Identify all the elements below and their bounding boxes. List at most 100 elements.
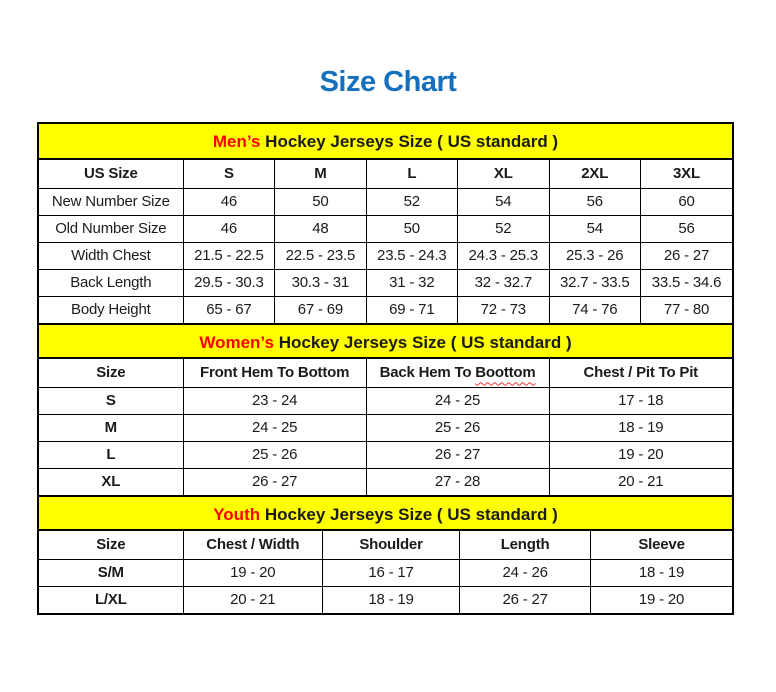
data-cell: 30.3 - 31 bbox=[274, 268, 367, 297]
section-header-youth-highlight: Youth bbox=[213, 505, 261, 524]
row-label-cell: L/XL bbox=[39, 585, 184, 613]
row-label-cell: Width Chest bbox=[39, 241, 184, 270]
row-label-cell: S bbox=[39, 386, 184, 415]
data-cell: 32.7 - 33.5 bbox=[548, 268, 641, 297]
data-cell: 74 - 76 bbox=[548, 295, 641, 323]
column-header-cell: Chest / Pit To Pit bbox=[548, 359, 732, 388]
section-header-mens: Men’s Hockey Jerseys Size ( US standard … bbox=[39, 124, 732, 160]
data-cell: 65 - 67 bbox=[182, 295, 276, 323]
column-header-text: Back Hem To bbox=[379, 364, 472, 382]
table-row: New Number Size 46 50 52 54 56 60 bbox=[39, 187, 732, 216]
data-cell: 50 bbox=[365, 214, 459, 243]
data-cell: 24 - 25 bbox=[365, 386, 550, 415]
table-row: Body Height 65 - 67 67 - 69 69 - 71 72 -… bbox=[39, 295, 732, 323]
column-header-cell: Length bbox=[459, 531, 592, 560]
row-label-cell: M bbox=[39, 413, 184, 442]
data-cell: 18 - 19 bbox=[548, 413, 732, 442]
column-header-cell: Front Hem To Bottom bbox=[182, 359, 367, 388]
womens-size-table: Size Front Hem To Bottom Back Hem To Boo… bbox=[39, 359, 732, 495]
column-header-cell: Back Hem To Boottom bbox=[365, 359, 550, 388]
data-cell: 56 bbox=[639, 214, 732, 243]
data-cell: 52 bbox=[365, 187, 459, 216]
table-row: L 25 - 26 26 - 27 19 - 20 bbox=[39, 440, 732, 469]
data-cell: 46 bbox=[182, 214, 276, 243]
section-header-mens-rest: Hockey Jerseys Size ( US standard ) bbox=[265, 132, 559, 151]
table-row: M 24 - 25 25 - 26 18 - 19 bbox=[39, 413, 732, 442]
data-cell: 16 - 17 bbox=[321, 558, 461, 587]
column-header-cell: XL bbox=[457, 160, 550, 189]
row-label-cell: Back Length bbox=[39, 268, 184, 297]
column-header-cell: Size bbox=[39, 359, 184, 388]
data-cell: 27 - 28 bbox=[365, 467, 550, 495]
data-cell: 26 - 27 bbox=[365, 440, 550, 469]
data-cell: 67 - 69 bbox=[274, 295, 367, 323]
data-cell: 26 - 27 bbox=[459, 585, 592, 613]
data-cell: 23 - 24 bbox=[182, 386, 367, 415]
section-header-youth-rest: Hockey Jerseys Size ( US standard ) bbox=[264, 505, 558, 524]
table-row: S 23 - 24 24 - 25 17 - 18 bbox=[39, 386, 732, 415]
data-cell: 48 bbox=[274, 214, 367, 243]
data-cell: 24.3 - 25.3 bbox=[457, 241, 550, 270]
data-cell: 24 - 25 bbox=[182, 413, 367, 442]
row-label-cell: L bbox=[39, 440, 184, 469]
data-cell: 54 bbox=[548, 214, 641, 243]
column-header-cell: 3XL bbox=[639, 160, 732, 189]
data-cell: 18 - 19 bbox=[321, 585, 461, 613]
data-cell: 52 bbox=[457, 214, 550, 243]
row-label-cell: XL bbox=[39, 467, 184, 495]
row-label-cell: S/M bbox=[39, 558, 184, 587]
data-cell: 29.5 - 30.3 bbox=[182, 268, 276, 297]
column-header-cell: S bbox=[182, 160, 276, 189]
mens-size-table: US Size S M L XL 2XL 3XL New Number Size… bbox=[39, 160, 732, 323]
column-header-cell: Size bbox=[39, 531, 184, 560]
data-cell: 54 bbox=[457, 187, 550, 216]
table-row: Back Length 29.5 - 30.3 30.3 - 31 31 - 3… bbox=[39, 268, 732, 297]
data-cell: 20 - 21 bbox=[548, 467, 732, 495]
table-row: L/XL 20 - 21 18 - 19 26 - 27 19 - 20 bbox=[39, 585, 732, 613]
data-cell: 17 - 18 bbox=[548, 386, 732, 415]
column-header-cell: Chest / Width bbox=[182, 531, 323, 560]
data-cell: 21.5 - 22.5 bbox=[182, 241, 276, 270]
row-label-cell: Old Number Size bbox=[39, 214, 184, 243]
column-header-cell: US Size bbox=[39, 160, 184, 189]
data-cell: 26 - 27 bbox=[182, 467, 367, 495]
column-header-cell: 2XL bbox=[548, 160, 641, 189]
data-cell: 69 - 71 bbox=[365, 295, 459, 323]
data-cell: 25.3 - 26 bbox=[548, 241, 641, 270]
table-row: XL 26 - 27 27 - 28 20 - 21 bbox=[39, 467, 732, 495]
column-header-cell: Sleeve bbox=[590, 531, 732, 560]
page-title: Size Chart bbox=[319, 66, 457, 98]
youth-size-table: Size Chest / Width Shoulder Length Sleev… bbox=[39, 531, 732, 613]
table-row: Old Number Size 46 48 50 52 54 56 bbox=[39, 214, 732, 243]
misspelled-word-underline: Boottom bbox=[475, 364, 536, 382]
data-cell: 33.5 - 34.6 bbox=[639, 268, 732, 297]
row-label-cell: New Number Size bbox=[39, 187, 184, 216]
data-cell: 72 - 73 bbox=[457, 295, 550, 323]
section-header-youth: Youth Hockey Jerseys Size ( US standard … bbox=[39, 495, 732, 531]
data-cell: 60 bbox=[639, 187, 732, 216]
data-cell: 31 - 32 bbox=[365, 268, 459, 297]
data-cell: 77 - 80 bbox=[639, 295, 732, 323]
table-row: S/M 19 - 20 16 - 17 24 - 26 18 - 19 bbox=[39, 558, 732, 587]
data-cell: 25 - 26 bbox=[365, 413, 550, 442]
data-cell: 50 bbox=[274, 187, 367, 216]
section-header-womens-rest: Hockey Jerseys Size ( US standard ) bbox=[278, 333, 572, 352]
data-cell: 19 - 20 bbox=[590, 585, 732, 613]
data-cell: 23.5 - 24.3 bbox=[365, 241, 459, 270]
data-cell: 32 - 32.7 bbox=[457, 268, 550, 297]
table-row: Width Chest 21.5 - 22.5 22.5 - 23.5 23.5… bbox=[39, 241, 732, 270]
data-cell: 24 - 26 bbox=[459, 558, 592, 587]
youth-header-row: Size Chest / Width Shoulder Length Sleev… bbox=[39, 531, 732, 560]
section-header-womens: Women’s Hockey Jerseys Size ( US standar… bbox=[39, 323, 732, 359]
section-header-mens-highlight: Men’s bbox=[212, 132, 261, 151]
data-cell: 19 - 20 bbox=[182, 558, 323, 587]
data-cell: 56 bbox=[548, 187, 641, 216]
data-cell: 22.5 - 23.5 bbox=[274, 241, 367, 270]
data-cell: 20 - 21 bbox=[182, 585, 323, 613]
column-header-cell: M bbox=[274, 160, 367, 189]
row-label-cell: Body Height bbox=[39, 295, 184, 323]
data-cell: 18 - 19 bbox=[590, 558, 732, 587]
data-cell: 26 - 27 bbox=[639, 241, 732, 270]
data-cell: 19 - 20 bbox=[548, 440, 732, 469]
section-header-womens-highlight: Women’s bbox=[199, 333, 274, 352]
